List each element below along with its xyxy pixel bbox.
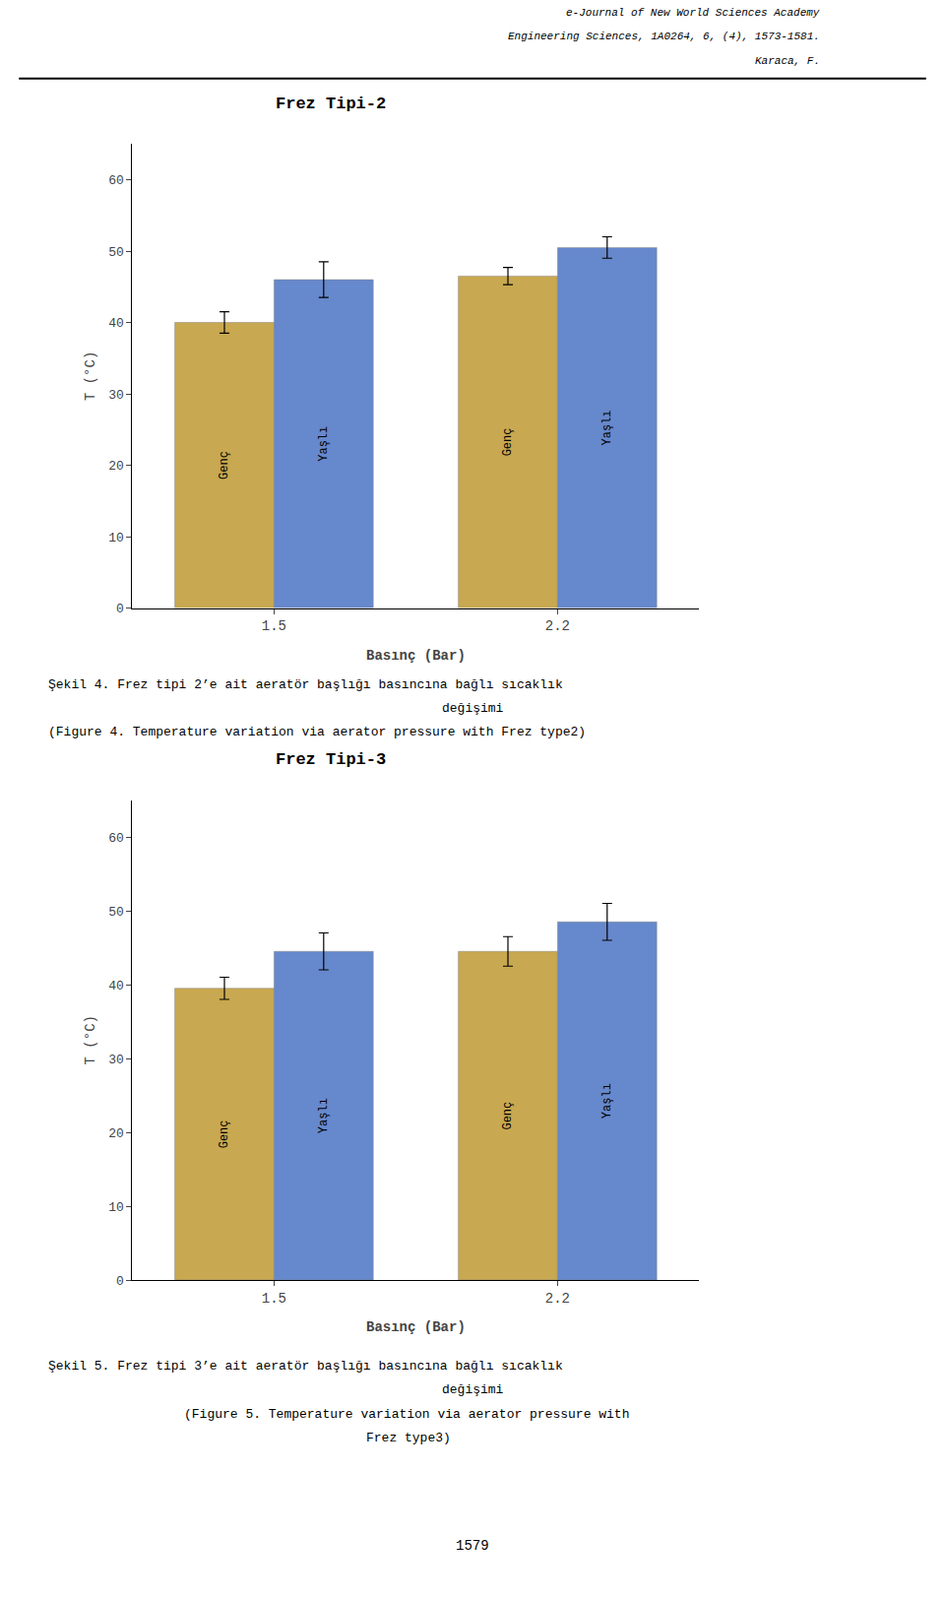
svg-text:0: 0 [116,1273,125,1289]
svg-text:Frez Tipi-3: Frez Tipi-3 [275,750,386,769]
svg-text:Yaşlı: Yaşlı [316,1097,331,1134]
svg-text:20: 20 [108,458,125,474]
svg-text:50: 50 [108,904,125,920]
svg-text:2.2: 2.2 [545,618,570,634]
svg-text:10: 10 [108,530,125,546]
svg-text:(Figure 5. Temperature variati: (Figure 5. Temperature variation via aer… [184,1406,630,1422]
svg-text:e-Journal of New World Science: e-Journal of New World Sciences Academy [566,6,820,19]
svg-text:Engineering Sciences, 1A0264,: Engineering Sciences, 1A0264, 6, (4), 15… [507,30,820,43]
svg-text:1579: 1579 [455,1537,490,1554]
svg-text:50: 50 [108,245,125,260]
svg-text:değişimi: değişimi [441,1382,504,1397]
svg-text:T (°C): T (°C) [82,1014,99,1065]
svg-text:Karaca, F.: Karaca, F. [755,55,820,67]
svg-text:Yaşlı: Yaşlı [316,426,331,462]
svg-text:Basınç (Bar): Basınç (Bar) [366,647,466,664]
svg-text:10: 10 [108,1199,125,1215]
svg-text:Frez Tipi-2: Frez Tipi-2 [275,94,386,114]
svg-text:0: 0 [116,601,125,617]
svg-text:20: 20 [108,1126,125,1141]
svg-text:Yaşlı: Yaşlı [600,409,615,445]
svg-text:T (°C): T (°C) [82,351,99,401]
svg-text:Genç: Genç [501,1101,515,1131]
svg-text:1.5: 1.5 [261,618,287,634]
svg-text:Genç: Genç [217,450,232,480]
svg-text:2.2: 2.2 [545,1290,570,1307]
svg-text:Şekil 5. Frez tipi 3’e ait aer: Şekil 5. Frez tipi 3’e ait aeratör başlı… [48,1358,564,1374]
svg-text:Basınç (Bar): Basınç (Bar) [366,1319,466,1335]
svg-text:Yaşlı: Yaşlı [600,1082,615,1119]
svg-text:30: 30 [108,387,125,403]
svg-text:60: 60 [108,173,125,189]
svg-text:1.5: 1.5 [261,1290,287,1307]
svg-text:Şekil 4. Frez tipi 2’e ait aer: Şekil 4. Frez tipi 2’e ait aeratör başlı… [48,677,564,693]
svg-text:40: 40 [108,315,125,331]
svg-text:60: 60 [108,830,125,846]
svg-text:değişimi: değişimi [441,700,504,716]
svg-text:40: 40 [108,978,125,994]
svg-text:(Figure 4. Temperature variati: (Figure 4. Temperature variation via aer… [48,724,586,740]
svg-text:30: 30 [108,1052,125,1068]
svg-text:Genç: Genç [501,428,515,457]
svg-text:Frez type3): Frez type3) [366,1430,451,1446]
svg-text:Genç: Genç [217,1119,232,1148]
